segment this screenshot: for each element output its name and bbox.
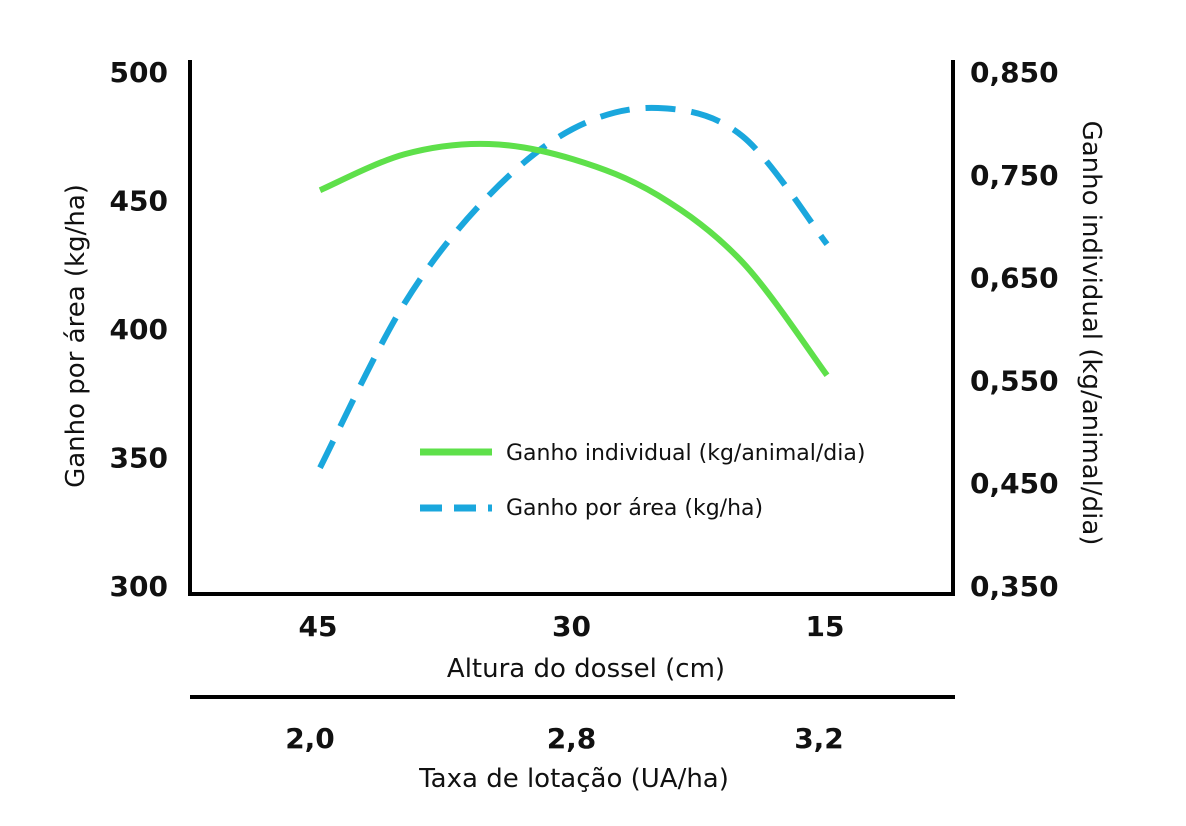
right-y-tick-labels: 0,350 0,450 0,550 0,650 0,750 0,850 [970,56,1059,603]
right-y-tick-label: 0,450 [970,467,1059,500]
x-tick-label: 30 [552,610,591,643]
left-y-tick-label: 500 [110,56,168,89]
axes [188,60,955,699]
series-line-ganho-por-area [317,104,830,470]
right-y-tick-label: 0,350 [970,570,1059,603]
left-y-tick-labels: 300 350 400 450 500 [110,56,168,603]
right-y-tick-label: 0,750 [970,159,1059,192]
legend: Ganho individual (kg/animal/dia) Ganho p… [420,441,865,521]
series-line-ganho-individual [318,140,830,378]
x-tick-label: 15 [806,610,845,643]
secondary-x-tick-label: 2,0 [285,722,335,755]
legend-label-area: Ganho por área (kg/ha) [506,496,763,521]
series-layer [317,104,830,470]
x-axis-title: Altura do dossel (cm) [447,654,725,684]
x-tick-label: 45 [299,610,338,643]
secondary-x-tick-label: 2,8 [547,722,597,755]
right-y-tick-label: 0,850 [970,56,1059,89]
left-y-axis-title: Ganho por área (kg/ha) [61,184,91,488]
secondary-x-axis-title: Taxa de lotação (UA/ha) [418,764,729,794]
right-y-tick-label: 0,550 [970,364,1059,397]
secondary-x-tick-labels: 2,0 2,8 3,2 [285,722,844,755]
left-y-tick-label: 400 [110,313,168,346]
x-tick-labels: 45 30 15 [299,610,845,643]
right-y-axis-title: Ganho individual (kg/animal/dia) [1076,121,1106,546]
left-y-tick-label: 300 [110,570,168,603]
left-y-tick-label: 450 [110,185,168,218]
legend-label-individual: Ganho individual (kg/animal/dia) [506,441,865,466]
left-y-tick-label: 350 [110,442,168,475]
right-y-tick-label: 0,650 [970,262,1059,295]
secondary-x-tick-label: 3,2 [794,722,844,755]
